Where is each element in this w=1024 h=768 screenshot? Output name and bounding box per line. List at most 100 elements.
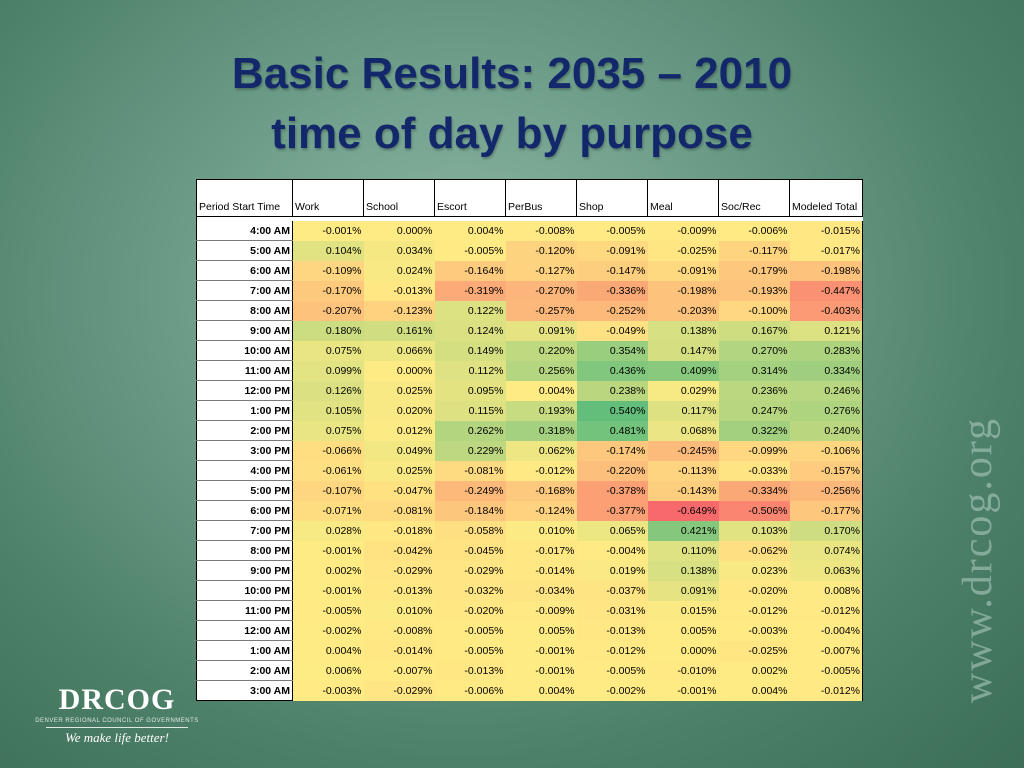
cell-shop: -0.005% [576, 660, 648, 681]
cell-school: 0.161% [363, 320, 435, 341]
cell-work: 0.099% [292, 360, 364, 381]
cell-modeled-total: 0.121% [789, 320, 863, 341]
table-row: 7:00 PM 0.028% -0.018% -0.058% 0.010% 0.065% 0… [196, 520, 863, 541]
table-row: 4:00 AM -0.001% 0.000% 0.004% -0.008% -0.005%… [196, 221, 863, 241]
header-escort: Escort [434, 179, 506, 217]
table-row: 9:00 PM 0.002% -0.029% -0.029% -0.014% 0.019%… [196, 560, 863, 581]
cell-meal: -0.091% [647, 260, 719, 281]
cell-meal: 0.409% [647, 360, 719, 381]
cell-modeled-total: -0.106% [789, 440, 863, 461]
cell-shop: 0.481% [576, 420, 648, 441]
cell-work: -0.107% [292, 480, 364, 501]
cell-shop: -0.378% [576, 480, 648, 501]
cell-shop: 0.354% [576, 340, 648, 361]
header-school: School [363, 179, 435, 217]
cell-meal: 0.015% [647, 600, 719, 621]
cell-modeled-total: -0.012% [789, 600, 863, 621]
table-row: 9:00 AM 0.180% 0.161% 0.124% 0.091% -0.049% 0.… [196, 320, 863, 341]
row-period-start-time: 6:00 PM [196, 500, 293, 521]
results-table-container: Period Start Time Work School Escort Per… [196, 179, 863, 701]
cell-soc-rec: 0.322% [718, 420, 790, 441]
cell-school: -0.013% [363, 580, 435, 601]
cell-perbus: 0.256% [505, 360, 577, 381]
slide-title-line2: time of day by purpose [271, 109, 753, 158]
cell-soc-rec: 0.103% [718, 520, 790, 541]
cell-school: -0.013% [363, 280, 435, 301]
table-row: 3:00 AM -0.003% -0.029% -0.006% 0.004% -0.002… [196, 680, 863, 701]
row-period-start-time: 5:00 AM [196, 240, 293, 261]
cell-perbus: -0.270% [505, 280, 577, 301]
cell-work: -0.002% [292, 620, 364, 641]
cell-school: 0.049% [363, 440, 435, 461]
cell-school: -0.047% [363, 480, 435, 501]
cell-soc-rec: -0.020% [718, 580, 790, 601]
cell-perbus: 0.220% [505, 340, 577, 361]
cell-work: 0.104% [292, 240, 364, 261]
row-period-start-time: 7:00 PM [196, 520, 293, 541]
cell-perbus: 0.062% [505, 440, 577, 461]
cell-escort: 0.112% [434, 360, 506, 381]
cell-soc-rec: 0.314% [718, 360, 790, 381]
cell-soc-rec: -0.117% [718, 240, 790, 261]
row-period-start-time: 1:00 AM [196, 640, 293, 661]
header-period-start-time: Period Start Time [196, 179, 293, 217]
cell-work: 0.180% [292, 320, 364, 341]
cell-perbus: 0.004% [505, 380, 577, 401]
row-period-start-time: 9:00 AM [196, 320, 293, 341]
cell-work: -0.001% [292, 540, 364, 561]
spacer-cell [196, 216, 863, 221]
cell-meal: 0.068% [647, 420, 719, 441]
table-header-row: Period Start Time Work School Escort Per… [196, 179, 863, 217]
cell-perbus: -0.009% [505, 600, 577, 621]
cell-shop: -0.013% [576, 620, 648, 641]
cell-work: 0.004% [292, 640, 364, 661]
table-row: 11:00 PM -0.005% 0.010% -0.020% -0.009% -0.03… [196, 600, 863, 621]
cell-shop: 0.019% [576, 560, 648, 581]
header-work: Work [292, 179, 364, 217]
cell-work: 0.075% [292, 420, 364, 441]
cell-school: -0.018% [363, 520, 435, 541]
cell-soc-rec: 0.236% [718, 380, 790, 401]
drcog-logo: DRCOG DENVER REGIONAL COUNCIL OF GOVERNM… [32, 683, 202, 753]
cell-perbus: 0.193% [505, 400, 577, 421]
cell-escort: 0.122% [434, 300, 506, 321]
cell-perbus: -0.014% [505, 560, 577, 581]
cell-meal: -0.001% [647, 680, 719, 701]
cell-shop: -0.091% [576, 240, 648, 261]
cell-escort: -0.184% [434, 500, 506, 521]
row-period-start-time: 12:00 AM [196, 620, 293, 641]
table-spacer-row [196, 216, 863, 221]
cell-work: -0.109% [292, 260, 364, 281]
cell-soc-rec: -0.100% [718, 300, 790, 321]
cell-escort: 0.229% [434, 440, 506, 461]
header-shop: Shop [576, 179, 648, 217]
table-row: 4:00 PM -0.061% 0.025% -0.081% -0.012% -0.220… [196, 460, 863, 481]
cell-perbus: 0.005% [505, 620, 577, 641]
table-row: 12:00 PM 0.126% 0.025% 0.095% 0.004% 0.238% 0.… [196, 380, 863, 401]
cell-shop: -0.049% [576, 320, 648, 341]
cell-shop: -0.220% [576, 460, 648, 481]
cell-modeled-total: -0.157% [789, 460, 863, 481]
table-row: 6:00 PM -0.071% -0.081% -0.184% -0.124% -0.37… [196, 500, 863, 521]
cell-work: -0.207% [292, 300, 364, 321]
cell-meal: -0.143% [647, 480, 719, 501]
cell-modeled-total: 0.008% [789, 580, 863, 601]
cell-modeled-total: -0.447% [789, 280, 863, 301]
cell-perbus: 0.010% [505, 520, 577, 541]
cell-meal: 0.147% [647, 340, 719, 361]
row-period-start-time: 8:00 AM [196, 300, 293, 321]
cell-perbus: -0.120% [505, 240, 577, 261]
cell-shop: -0.031% [576, 600, 648, 621]
cell-modeled-total: -0.015% [789, 221, 863, 241]
cell-escort: 0.262% [434, 420, 506, 441]
cell-soc-rec: -0.003% [718, 620, 790, 641]
cell-school: -0.007% [363, 660, 435, 681]
cell-soc-rec: -0.179% [718, 260, 790, 281]
table-row: 7:00 AM -0.170% -0.013% -0.319% -0.270% -0.33… [196, 280, 863, 301]
cell-escort: -0.319% [434, 280, 506, 301]
cell-school: 0.034% [363, 240, 435, 261]
cell-shop: -0.005% [576, 221, 648, 241]
cell-school: 0.025% [363, 460, 435, 481]
website-watermark: www.drcog.org [955, 416, 1001, 704]
cell-soc-rec: 0.247% [718, 400, 790, 421]
